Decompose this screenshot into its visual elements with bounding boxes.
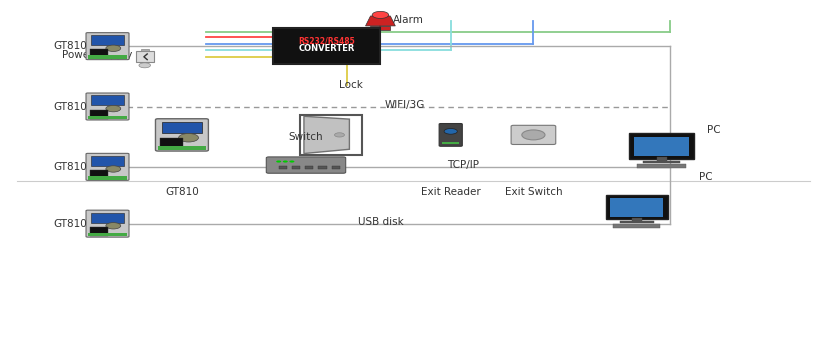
Bar [141,49,149,51]
Circle shape [106,166,121,172]
Circle shape [276,160,281,163]
Bar [88,233,127,236]
Circle shape [334,133,344,137]
Bar [370,26,390,30]
Text: USB disk: USB disk [357,217,404,227]
Text: Alarm: Alarm [393,15,423,24]
Text: GT810: GT810 [165,187,198,197]
FancyBboxPatch shape [86,210,129,237]
Text: TCP/IP: TCP/IP [447,160,479,170]
Text: PC: PC [707,125,720,135]
Bar [634,137,690,156]
Bar [88,116,127,119]
Text: GT810: GT810 [54,162,88,172]
Circle shape [372,11,389,18]
Text: CONVERTER: CONVERTER [299,44,355,54]
Bar [299,115,362,155]
Bar [292,166,300,169]
Bar [619,221,654,224]
FancyBboxPatch shape [605,195,668,219]
Text: RS232/RS485: RS232/RS485 [299,36,355,45]
Bar [162,121,202,133]
FancyBboxPatch shape [86,33,129,60]
Bar [90,170,108,179]
Text: Power Supply: Power Supply [62,50,132,60]
FancyBboxPatch shape [266,157,346,173]
Bar [136,51,154,62]
FancyBboxPatch shape [629,133,695,159]
Text: PC: PC [699,173,712,182]
Bar [273,28,380,64]
FancyBboxPatch shape [155,119,208,151]
Bar [91,95,124,105]
Circle shape [139,63,151,68]
FancyBboxPatch shape [439,124,462,146]
FancyBboxPatch shape [511,125,556,144]
Circle shape [106,105,121,112]
Text: GT810: GT810 [54,219,88,229]
Bar [279,166,287,169]
Bar [90,49,108,58]
Polygon shape [366,16,395,26]
Circle shape [179,133,198,142]
Text: GT810: GT810 [54,102,88,111]
Bar [442,142,459,144]
Circle shape [289,160,294,163]
Bar [91,35,124,45]
FancyBboxPatch shape [86,93,129,120]
FancyBboxPatch shape [86,153,129,180]
Bar [90,227,108,236]
Text: Exit Switch: Exit Switch [504,187,562,197]
Text: Exit Reader: Exit Reader [421,187,480,197]
Bar [158,146,206,150]
Bar [318,166,327,169]
Bar [90,110,108,119]
Bar [88,55,127,59]
Bar [91,156,124,166]
Text: GT810: GT810 [54,41,88,51]
Bar [657,157,667,162]
Bar [160,138,183,149]
Bar [332,166,340,169]
Circle shape [522,130,545,140]
Circle shape [444,129,457,134]
Bar [610,198,663,217]
Circle shape [283,160,288,163]
Circle shape [106,45,121,51]
Bar [637,164,686,168]
Text: Switch: Switch [289,132,323,142]
Bar [613,224,660,228]
Bar [91,213,124,223]
Text: WIFI/3G: WIFI/3G [385,100,425,110]
Bar [632,218,642,222]
Text: Lock: Lock [339,80,363,90]
Bar [88,176,127,180]
Bar [643,161,680,163]
Circle shape [106,223,121,229]
Bar [305,166,313,169]
Polygon shape [304,116,349,153]
